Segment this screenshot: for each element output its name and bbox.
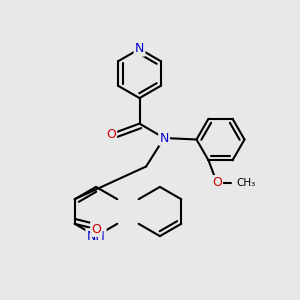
Text: NH: NH [87,230,105,243]
Text: N: N [135,42,144,56]
Text: O: O [212,176,222,189]
Text: O: O [92,223,101,236]
Text: CH₃: CH₃ [236,178,256,188]
Text: O: O [106,128,116,141]
Text: N: N [159,131,169,145]
